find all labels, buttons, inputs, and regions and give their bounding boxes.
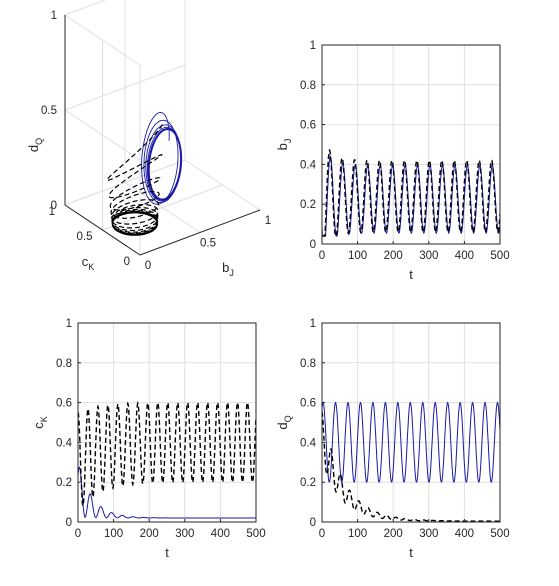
x-tick-label: 100	[104, 528, 123, 540]
x-tick-label: 400	[455, 528, 474, 540]
solid-trajectory	[141, 112, 183, 205]
y-axis-label: cK	[31, 416, 49, 429]
y-tick-label: 0.8	[56, 358, 72, 370]
grid-line	[64, 14, 141, 66]
z-tick-label: 1	[51, 10, 57, 22]
x-tick-label: 200	[384, 250, 403, 262]
dashed-series-line	[322, 148, 500, 237]
y-tick-label: 1	[310, 40, 316, 52]
x-tick-label: 0	[75, 528, 81, 540]
y-tick-label: 1	[49, 206, 55, 218]
solid-series-line	[322, 155, 500, 237]
x-tick-label: 300	[419, 528, 438, 540]
y-axis-label: bJ	[275, 139, 293, 151]
y-tick-label: 0	[310, 517, 316, 529]
x-tick-label: 100	[348, 250, 367, 262]
axes-box	[77, 322, 257, 523]
y-tick-label: 0.4	[56, 437, 73, 449]
x-axis-label: t	[409, 545, 413, 560]
x-axis-label: bJ	[222, 260, 234, 278]
x-axis-label: t	[409, 267, 413, 282]
x-tick-label: 400	[455, 250, 474, 262]
x-tick-label: 1	[265, 215, 271, 227]
x-axis-label: t	[165, 545, 169, 560]
y-tick-label: 0.5	[77, 231, 93, 243]
y-tick-label: 0.6	[56, 398, 72, 410]
y-tick-label: 1	[66, 318, 72, 330]
x-tick-label: 0	[319, 250, 325, 262]
solid-series-line	[78, 466, 256, 519]
axes-box	[321, 44, 501, 245]
bJ-time-series-plot: 0 100 200 300 400 500 0 0.2 0.4 0.6 0.8 1 t bJ	[275, 40, 510, 282]
y-tick-label: 1	[310, 318, 316, 330]
y-tick-label: 0.4	[300, 159, 317, 171]
y-tick-label: 0.2	[56, 477, 72, 489]
y-tick-label: 0.6	[300, 398, 316, 410]
grid-line	[64, 0, 107, 16]
x-tick-label: 500	[490, 250, 509, 262]
x-tick-label: 200	[140, 528, 159, 540]
y-axis-label: cK	[82, 254, 95, 272]
y-tick-label: 0.6	[300, 120, 316, 132]
axes-box	[321, 322, 501, 523]
y-tick-label: 0	[124, 256, 130, 268]
x-tick-label: 100	[348, 528, 367, 540]
dQ-time-series-plot: 0 100 200 300 400 500 0 0.2 0.4 0.6 0.8 1 t dQ	[275, 318, 510, 560]
z-tick-label: 0	[51, 200, 57, 212]
grid-line	[64, 109, 141, 161]
x-tick-label: 500	[490, 528, 509, 540]
dashed-series-line	[322, 411, 500, 522]
solid-series-line	[322, 401, 500, 483]
y-tick-label: 0	[310, 239, 316, 251]
x-tick-label: 0	[145, 260, 151, 272]
grid-line	[64, 159, 186, 206]
y-tick-label: 0	[66, 517, 72, 529]
grid-line	[184, 159, 261, 211]
x-tick-label: 300	[419, 250, 438, 262]
z-axis-label: dQ	[26, 138, 44, 152]
y-tick-label: 0.4	[300, 437, 317, 449]
dashed-series-line	[78, 400, 256, 508]
x-tick-label: 0.5	[200, 238, 216, 250]
x-tick-label: 200	[384, 528, 403, 540]
y-axis-label: dQ	[275, 415, 293, 429]
grid-line	[102, 184, 223, 231]
grid-line	[64, 64, 186, 111]
y-tick-label: 0.8	[300, 80, 316, 92]
y-axis-line	[64, 204, 141, 256]
z-tick-label: 0.5	[41, 105, 57, 117]
x-tick-label: 0	[319, 528, 325, 540]
y-tick-label: 0.2	[300, 477, 316, 489]
y-tick-label: 0.8	[300, 358, 316, 370]
cK-time-series-plot: 0 100 200 300 400 500 0 0.2 0.4 0.6 0.8 1 t cK	[31, 318, 266, 560]
x-tick-label: 500	[246, 528, 265, 540]
x-axis-line	[139, 209, 261, 256]
x-tick-label: 300	[175, 528, 194, 540]
y-tick-label: 0.2	[300, 199, 316, 211]
x-tick-label: 400	[211, 528, 230, 540]
dashed-trajectory	[106, 124, 163, 236]
